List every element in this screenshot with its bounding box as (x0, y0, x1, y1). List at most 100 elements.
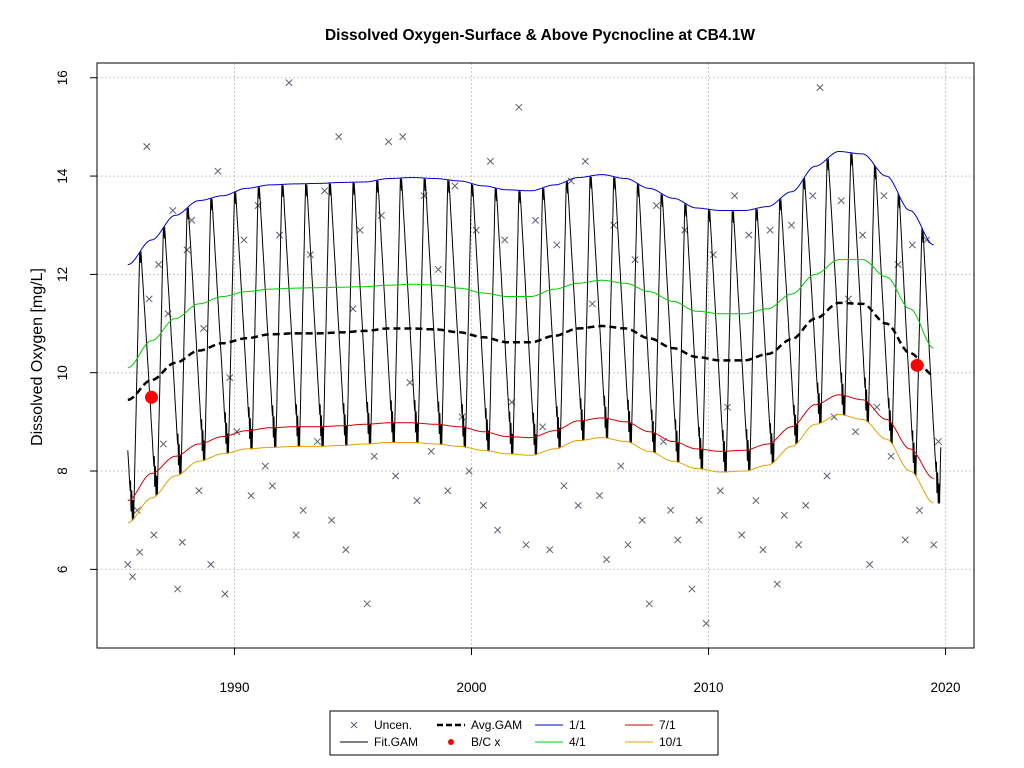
legend-symbol-x (350, 721, 358, 729)
legend-label: 10/1 (659, 735, 683, 749)
observation-point (486, 157, 495, 165)
observation-point (124, 560, 132, 568)
chart-title: Dissolved Oxygen-Surface & Above Pycnocl… (325, 27, 755, 44)
observation-point (406, 378, 414, 387)
observation-point (494, 526, 502, 534)
bc-point (910, 358, 924, 372)
series-line-10-1 (127, 414, 934, 524)
legend-label: 1/1 (569, 718, 586, 732)
observation-point (275, 231, 284, 239)
observation-point (356, 226, 364, 234)
observation-point (823, 472, 831, 480)
observation-point (299, 506, 307, 514)
observation-point (787, 221, 796, 229)
observation-point (207, 560, 215, 568)
observation-point (465, 467, 473, 475)
series-line-1-1 (127, 151, 934, 266)
observation-point (399, 133, 407, 141)
observation-point (915, 506, 924, 514)
observation-point (183, 246, 191, 254)
x-axis: 1990 2000 2010 2020 (219, 648, 961, 695)
observation-point (392, 472, 400, 480)
observation-point (624, 541, 632, 549)
observation-point (247, 492, 255, 500)
observation-point (610, 221, 618, 229)
fit-gam-line (127, 152, 942, 522)
observation-point (866, 560, 874, 568)
grid (97, 63, 974, 648)
observation-point (531, 216, 540, 224)
observation-point (752, 496, 760, 505)
legend-label: 7/1 (659, 718, 676, 732)
observation-point (560, 482, 568, 490)
observation-point (934, 437, 942, 446)
observation-point (795, 541, 803, 549)
observation-point (145, 295, 153, 303)
x-tick-label: 1990 (219, 680, 249, 695)
observation-point (143, 143, 151, 151)
x-tick-label: 2020 (931, 680, 961, 695)
observation-point (221, 590, 229, 598)
observation-point (292, 531, 300, 539)
observation-point (809, 192, 817, 200)
observation-point (645, 600, 653, 608)
observation-point (631, 256, 639, 264)
observation-point (908, 241, 916, 249)
observation-point (745, 231, 753, 239)
observation-point (155, 261, 163, 269)
observation-point (652, 202, 660, 210)
observation-point (880, 192, 888, 200)
observation-point (159, 440, 167, 448)
observation-point (261, 462, 269, 470)
observation-point (588, 300, 596, 308)
observation-point (133, 506, 141, 514)
observation-point (759, 546, 767, 554)
observation-point (515, 103, 523, 111)
x-tick-label: 2000 (456, 680, 486, 695)
y-tick-label: 12 (55, 267, 70, 282)
observation-point (923, 236, 931, 244)
avg-gam-line (127, 301, 934, 401)
observation-point (709, 251, 717, 259)
observation-point (169, 206, 177, 215)
observation-point (716, 487, 724, 495)
observation-point (501, 236, 509, 244)
y-axis-label: Dissolved Oxygen [mg/L] (29, 268, 46, 446)
observation-point (766, 226, 774, 234)
series-line-7-1 (127, 394, 934, 501)
legend-box (329, 710, 719, 756)
y-tick-label: 8 (55, 467, 70, 475)
observation-point (427, 447, 435, 455)
observation-point (553, 241, 561, 249)
legend-label: Fit.GAM (374, 735, 418, 749)
observation-point (342, 546, 350, 554)
observation-point (851, 428, 860, 436)
observation-point (859, 231, 867, 239)
series-line-4-1 (127, 259, 934, 369)
observation-point (603, 555, 611, 564)
observation-point (268, 482, 276, 490)
legend-label: 4/1 (569, 735, 586, 749)
observation-point (136, 548, 144, 556)
observation-point (384, 138, 393, 146)
plot-area (124, 79, 942, 627)
observation-point (702, 619, 710, 627)
observation-point (581, 157, 589, 165)
observation-point (802, 501, 810, 509)
observation-point (688, 585, 696, 593)
observation-point (901, 536, 909, 544)
observation-point (195, 487, 203, 495)
observation-point (313, 437, 321, 446)
observation-point (349, 305, 357, 313)
observation-point (731, 192, 739, 200)
observation-point (129, 573, 137, 581)
observation-point (434, 265, 442, 274)
x-tick-label: 2010 (694, 680, 724, 695)
y-tick-label: 14 (55, 168, 70, 184)
observation-point (617, 462, 625, 470)
observation-point (738, 531, 746, 539)
legend-label: Avg.GAM (471, 718, 522, 732)
legend-label: Uncen. (374, 718, 412, 732)
observation-point (887, 452, 895, 460)
